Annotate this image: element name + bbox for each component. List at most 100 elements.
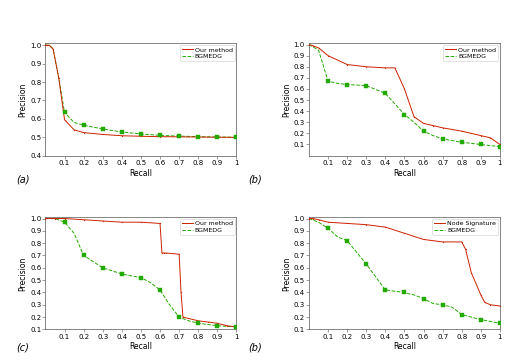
Our method <box>119 220 125 224</box>
Our method <box>52 216 58 221</box>
Y-axis label: Precision: Precision <box>282 256 291 291</box>
BGMEDG <box>382 288 388 292</box>
Our method <box>46 43 53 47</box>
Our method <box>62 118 68 122</box>
Legend: Our method, BGMEDG: Our method, BGMEDG <box>180 219 234 235</box>
BGMEDG <box>316 220 322 224</box>
Line: Node Signature: Node Signature <box>308 217 501 307</box>
BGMEDG <box>363 262 369 266</box>
BGMEDG <box>306 42 312 47</box>
Our method <box>430 123 436 128</box>
Our method <box>138 220 144 224</box>
Y-axis label: Precision: Precision <box>18 256 27 291</box>
BGMEDG <box>421 129 427 133</box>
BGMEDG <box>50 47 56 51</box>
Our method <box>180 315 186 319</box>
Text: (c): (c) <box>16 342 29 353</box>
BGMEDG <box>411 293 417 297</box>
BGMEDG <box>497 321 503 325</box>
Our method <box>163 251 169 255</box>
Node Signature <box>482 300 488 304</box>
Line: Our method: Our method <box>308 43 501 146</box>
BGMEDG <box>344 82 350 87</box>
BGMEDG <box>62 110 68 114</box>
Our method <box>119 134 125 138</box>
Our method <box>316 46 322 50</box>
BGMEDG <box>157 288 163 292</box>
BGMEDG <box>430 302 436 306</box>
BGMEDG <box>449 305 455 310</box>
BGMEDG <box>459 140 465 144</box>
Our method <box>99 219 106 223</box>
Our method <box>138 134 144 138</box>
Our method <box>468 131 474 135</box>
BGMEDG <box>147 281 154 285</box>
BGMEDG <box>195 321 201 325</box>
BGMEDG <box>52 216 58 221</box>
BGMEDG <box>325 226 331 231</box>
BGMEDG <box>176 315 182 319</box>
Our method <box>81 218 87 222</box>
BGMEDG <box>214 324 220 328</box>
BGMEDG <box>56 76 62 80</box>
Node Signature <box>421 237 427 241</box>
BGMEDG <box>306 216 312 221</box>
BGMEDG <box>81 253 87 258</box>
Our method <box>161 251 167 255</box>
Our method <box>487 136 493 140</box>
BGMEDG <box>382 91 388 96</box>
Our method <box>401 87 408 91</box>
BGMEDG <box>42 216 48 221</box>
Our method <box>195 319 201 323</box>
BGMEDG <box>186 319 192 323</box>
Node Signature <box>463 247 469 252</box>
BGMEDG <box>233 135 239 139</box>
BGMEDG <box>401 112 408 117</box>
Node Signature <box>306 216 312 221</box>
BGMEDG <box>344 239 350 243</box>
Our method <box>176 135 182 139</box>
Node Signature <box>487 303 493 307</box>
Our method <box>99 132 106 136</box>
BGMEDG <box>478 317 484 322</box>
Node Signature <box>344 221 350 226</box>
BGMEDG <box>195 134 201 139</box>
BGMEDG <box>401 290 408 295</box>
Our method <box>233 325 239 329</box>
BGMEDG <box>138 132 144 136</box>
Our method <box>81 130 87 135</box>
Node Signature <box>310 216 316 221</box>
Our method <box>62 216 68 221</box>
Our method <box>478 134 484 138</box>
BGMEDG <box>440 303 446 307</box>
BGMEDG <box>71 120 77 125</box>
Our method <box>325 54 331 58</box>
Our method <box>411 114 417 119</box>
Line: BGMEDG: BGMEDG <box>309 45 500 147</box>
Line: BGMEDG: BGMEDG <box>45 219 236 327</box>
Our method <box>214 321 220 325</box>
Node Signature <box>316 218 322 222</box>
Our method <box>382 66 388 70</box>
BGMEDG <box>62 220 68 224</box>
BGMEDG <box>138 275 144 280</box>
X-axis label: Recall: Recall <box>129 342 153 352</box>
BGMEDG <box>176 134 182 138</box>
Our method <box>214 135 220 139</box>
Our method <box>178 290 184 295</box>
Our method <box>233 135 239 140</box>
Our method <box>224 324 230 328</box>
BGMEDG <box>99 266 106 270</box>
Our method <box>392 66 398 70</box>
BGMEDG <box>214 135 220 139</box>
Our method <box>440 126 446 130</box>
BGMEDG <box>363 84 369 88</box>
X-axis label: Recall: Recall <box>393 169 416 177</box>
Text: (a): (a) <box>16 174 29 184</box>
BGMEDG <box>411 120 417 125</box>
Node Signature <box>468 270 474 275</box>
BGMEDG <box>119 130 125 134</box>
BGMEDG <box>430 134 436 138</box>
BGMEDG <box>233 325 239 329</box>
Our method <box>157 134 163 139</box>
